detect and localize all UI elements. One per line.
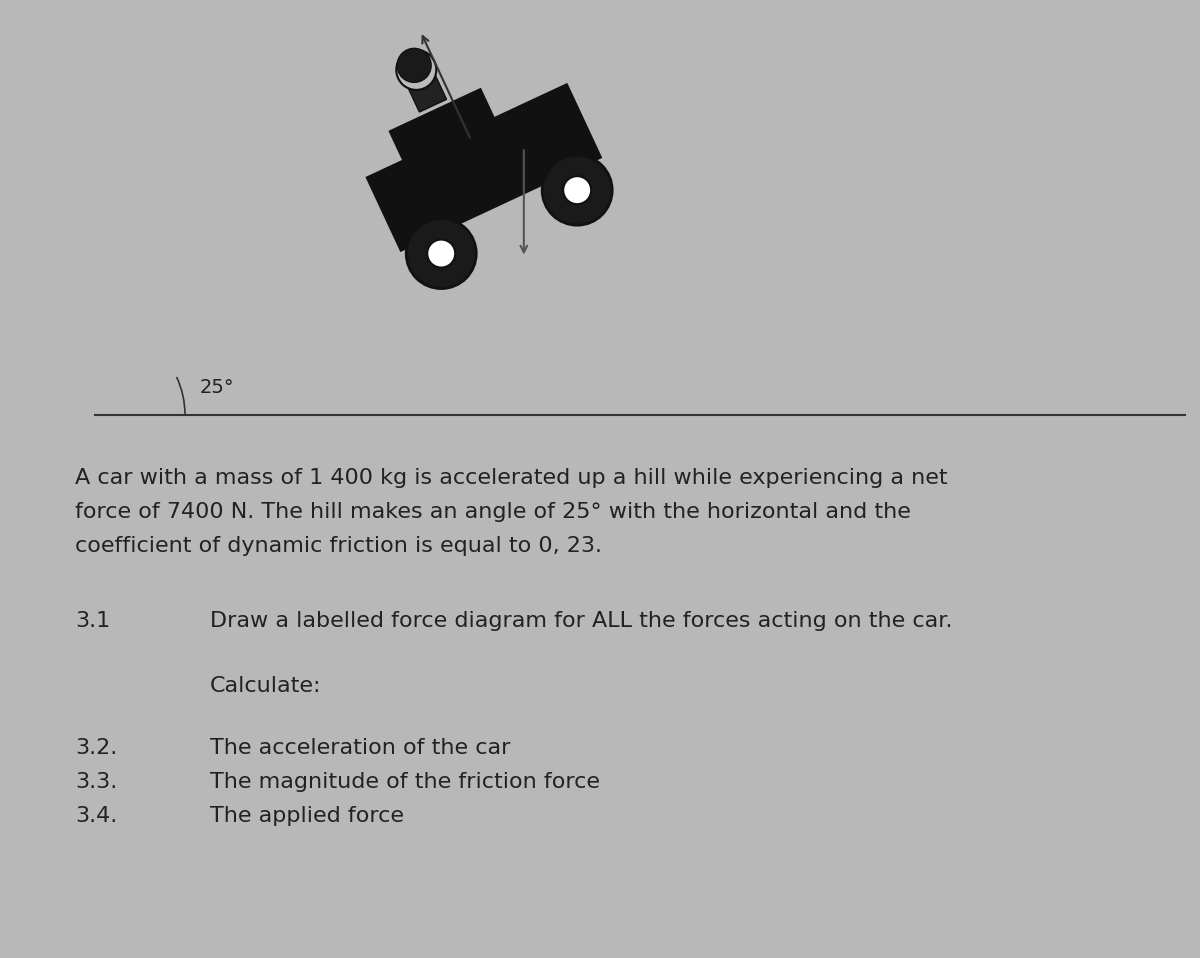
- Text: 3.3.: 3.3.: [74, 772, 118, 792]
- Text: A car with a mass of 1 400 kg is accelerated up a hill while experiencing a net: A car with a mass of 1 400 kg is acceler…: [74, 468, 948, 488]
- Text: 25°: 25°: [200, 378, 235, 397]
- Circle shape: [563, 176, 592, 204]
- Text: The magnitude of the friction force: The magnitude of the friction force: [210, 772, 600, 792]
- Text: Calculate:: Calculate:: [210, 676, 322, 696]
- Text: Draw a labelled force diagram for ALL the forces acting on the car.: Draw a labelled force diagram for ALL th…: [210, 611, 953, 631]
- Text: coefficient of dynamic friction is equal to 0, 23.: coefficient of dynamic friction is equal…: [74, 536, 602, 556]
- Polygon shape: [404, 68, 446, 112]
- Polygon shape: [367, 84, 600, 250]
- Text: The acceleration of the car: The acceleration of the car: [210, 738, 510, 758]
- Circle shape: [397, 48, 431, 82]
- Polygon shape: [390, 89, 504, 181]
- Circle shape: [396, 50, 437, 90]
- Circle shape: [427, 240, 455, 267]
- Text: force of 7400 N. The hill makes an angle of 25° with the horizontal and the: force of 7400 N. The hill makes an angle…: [74, 502, 911, 522]
- Text: 3.1: 3.1: [74, 611, 110, 631]
- Text: 3.2.: 3.2.: [74, 738, 118, 758]
- Circle shape: [407, 218, 476, 288]
- Circle shape: [542, 155, 612, 225]
- Text: The applied force: The applied force: [210, 806, 404, 826]
- Text: 3.4.: 3.4.: [74, 806, 118, 826]
